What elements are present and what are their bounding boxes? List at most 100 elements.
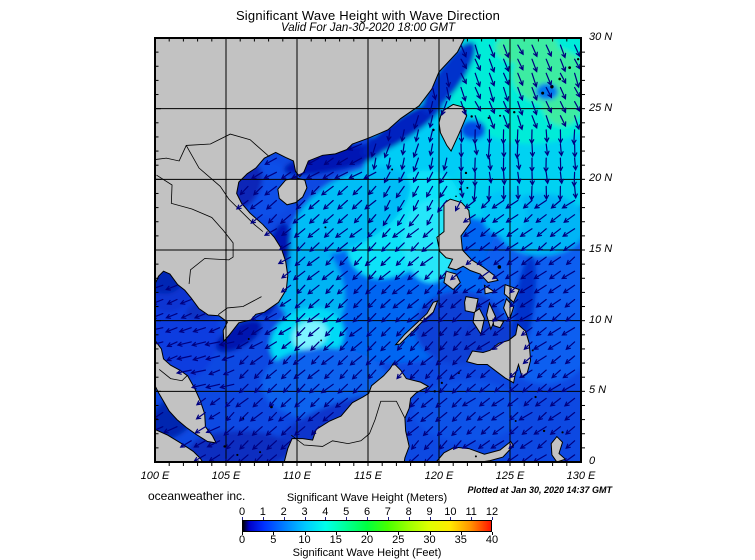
feet-scale-tick — [460, 532, 462, 535]
islet — [223, 445, 226, 448]
colorbar — [242, 520, 492, 532]
country-border — [185, 145, 264, 232]
meters-scale-value: 2 — [280, 506, 287, 518]
lat-tick-label: 30 N — [589, 31, 613, 43]
landmass-sulawesi — [435, 440, 515, 462]
meters-scale-tick — [429, 517, 431, 520]
feet-scale-tick — [367, 532, 368, 535]
lat-tick-label: 0 — [589, 455, 596, 467]
meters-scale-tick — [242, 517, 243, 520]
plotted-at-text: Plotted at Jan 30, 2020 14:37 GMT — [467, 485, 612, 495]
landmass-halmahera — [550, 435, 567, 462]
lat-tick-label: 10 N — [589, 313, 613, 326]
islet — [259, 451, 262, 454]
islet — [236, 453, 239, 457]
islet — [534, 395, 537, 399]
lat-tick-label: 15 N — [589, 243, 613, 255]
branding-text: oceanweather inc. — [148, 489, 246, 503]
feet-scale-tick — [242, 532, 243, 535]
islet — [320, 339, 323, 342]
lat-tick-label: 20 N — [589, 172, 613, 185]
lon-tick-label: 120 E — [424, 470, 454, 482]
islet — [497, 265, 502, 269]
feet-scale-value: 20 — [360, 534, 374, 546]
landmass-palawan — [394, 300, 439, 346]
feet-scale-tick — [335, 532, 337, 535]
landmass-layer — [155, 38, 580, 462]
country-border — [155, 133, 270, 162]
lon-tick-label: 125 E — [495, 470, 525, 482]
islet — [455, 195, 457, 198]
lon-tick-label: 110 E — [283, 470, 311, 482]
meters-scale-value: 0 — [238, 506, 246, 518]
country-border — [156, 174, 234, 284]
map-frame — [154, 37, 582, 463]
meters-scale-tick — [283, 517, 285, 520]
islet — [470, 115, 473, 118]
islet — [487, 116, 490, 119]
meters-scale-tick — [450, 517, 452, 520]
landmass-taiwan — [438, 103, 468, 153]
meters-scale-value: 7 — [384, 506, 391, 518]
lat-tick-label: 5 N — [589, 384, 607, 397]
lon-tick-label: 100 E — [140, 470, 170, 482]
islet — [514, 420, 517, 423]
islet — [324, 226, 327, 229]
legend-title-meters: Significant Wave Height (Meters) — [286, 492, 448, 504]
feet-scale-tick — [398, 532, 400, 535]
feet-scale-tick — [304, 532, 306, 535]
meters-scale-value: 9 — [426, 506, 433, 518]
meters-scale-value: 5 — [343, 506, 350, 518]
lon-tick-label: 130 E — [566, 470, 596, 482]
islet — [558, 77, 561, 81]
landmass-negros — [472, 307, 485, 336]
meters-scale-tick — [408, 517, 410, 520]
feet-scale-value: 35 — [454, 534, 467, 546]
islet — [550, 85, 554, 89]
meters-scale-value: 10 — [444, 506, 457, 518]
meters-scale-value: 11 — [465, 506, 477, 518]
country-border — [291, 400, 406, 447]
feet-scale-tick — [429, 532, 431, 535]
islet — [464, 171, 468, 175]
islet — [542, 429, 546, 433]
islet — [474, 455, 477, 458]
feet-scale-value: 40 — [485, 534, 499, 546]
meters-scale-tick — [262, 517, 264, 520]
feet-scale-value: 25 — [392, 534, 405, 546]
feet-scale-value: 0 — [238, 534, 246, 546]
lon-tick-label: 115 E — [354, 470, 382, 482]
legend-title-feet: Significant Wave Height (Feet) — [292, 547, 442, 559]
islet — [576, 58, 580, 61]
islet — [391, 168, 394, 171]
islet — [466, 186, 469, 189]
chart-subtitle: Valid For Jan-30-2020 18:00 GMT — [280, 22, 456, 34]
feet-scale-tick — [492, 532, 493, 535]
islet — [541, 91, 545, 95]
chart-title: Significant Wave Height with Wave Direct… — [235, 8, 501, 23]
country-border — [217, 296, 262, 316]
feet-scale-value: 10 — [298, 534, 311, 546]
meters-scale-tick — [367, 517, 368, 520]
landmass-panay — [464, 296, 479, 314]
wave-direction-arrows — [155, 44, 581, 462]
meters-scale-value: 4 — [322, 506, 329, 518]
feet-scale-value: 30 — [423, 534, 436, 546]
feet-scale-tick — [273, 532, 275, 535]
meters-scale-value: 12 — [485, 506, 499, 518]
landmass-mainland — [155, 38, 466, 343]
feet-scale-value: 5 — [270, 534, 277, 546]
islet — [561, 431, 564, 434]
meters-scale-tick — [304, 517, 306, 520]
meters-scale-value: 3 — [301, 506, 308, 518]
meters-scale-value: 1 — [259, 506, 266, 518]
map-plot-area — [154, 37, 585, 466]
meters-scale-tick — [387, 517, 389, 520]
lat-tick-label: 25 N — [589, 101, 613, 114]
meters-scale-value: 8 — [405, 506, 412, 518]
islet — [513, 111, 516, 114]
meters-scale-tick — [346, 517, 348, 520]
islet — [247, 338, 250, 341]
feet-scale-value: 15 — [329, 534, 342, 546]
